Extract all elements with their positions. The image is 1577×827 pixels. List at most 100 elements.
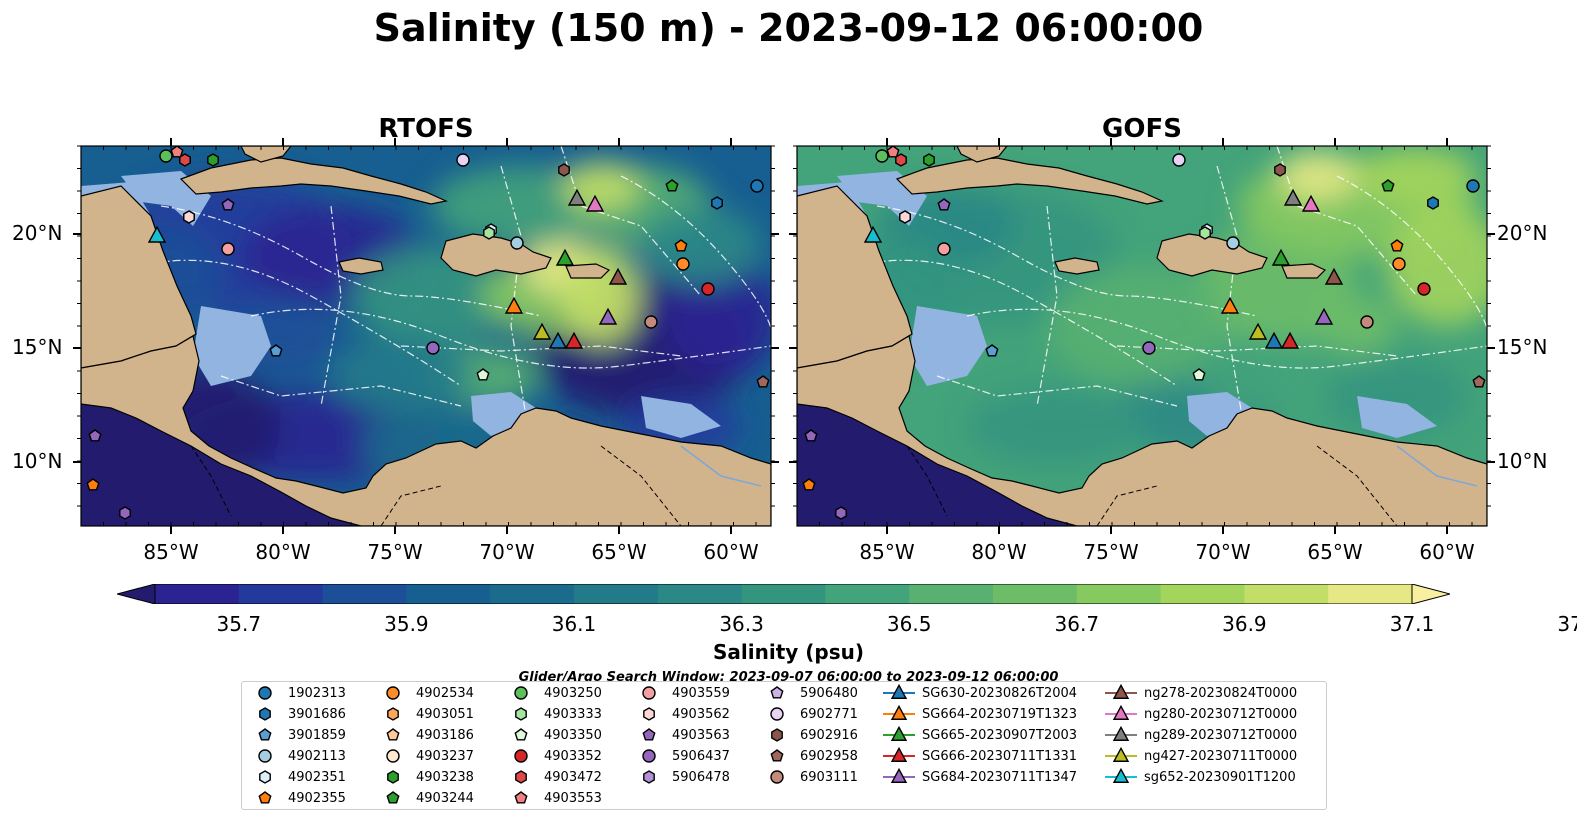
- legend-label: 4903238: [416, 769, 474, 785]
- platform-marker: [1392, 257, 1406, 271]
- legend-marker: [1112, 683, 1130, 699]
- legend-label: 4903352: [544, 748, 602, 764]
- legend-marker: [386, 728, 400, 741]
- legend-entry: SG666-20230711T1331: [882, 746, 1077, 766]
- legend-label: 4903186: [416, 727, 474, 743]
- legend-entry: 6902916: [760, 725, 858, 745]
- legend-marker: [1112, 725, 1130, 741]
- legend-marker: [890, 704, 908, 720]
- platform-marker: [159, 149, 173, 163]
- hexagon-marker-icon: [515, 707, 527, 721]
- legend-label: SG666-20230711T1331: [922, 748, 1078, 764]
- legend-label: 4903559: [672, 685, 730, 701]
- platform-marker: [875, 149, 889, 163]
- y-tick-label-left: 10°N: [12, 449, 63, 473]
- platform-marker: [802, 478, 816, 491]
- pentagon-marker-icon: [642, 728, 656, 741]
- platform-marker: [1172, 153, 1186, 167]
- colorbar-tick-label: 36.9: [1222, 612, 1267, 636]
- legend-marker: [890, 767, 908, 783]
- colorbar-tick-label: 35.7: [216, 612, 262, 636]
- legend-marker: [1112, 767, 1130, 783]
- x-tick-label: 70°W: [1195, 540, 1251, 564]
- colorbar-tick-label: 36.5: [886, 612, 932, 636]
- legend-marker: [514, 749, 528, 763]
- legend-marker: [770, 770, 784, 784]
- platform-marker: [1274, 163, 1286, 177]
- legend-label: 4902113: [288, 748, 346, 764]
- pentagon-marker-icon: [770, 749, 784, 762]
- platform-marker: [1199, 226, 1211, 240]
- x-tick-label: 85°W: [143, 540, 199, 564]
- legend-entry: sg652-20230901T1200: [1104, 767, 1296, 787]
- legend-marker: [258, 686, 272, 700]
- platform-marker: [937, 198, 951, 211]
- colorbar: [117, 584, 1450, 604]
- hexagon-marker-icon: [643, 707, 655, 721]
- legend-entry: 4903472: [504, 767, 602, 787]
- platform-marker: [1427, 196, 1439, 210]
- circle-marker-icon: [770, 707, 784, 721]
- legend-entry: 4903350: [504, 725, 602, 745]
- legend-label: 6902771: [800, 706, 858, 722]
- legend-marker: [890, 683, 908, 699]
- platform-marker: [750, 179, 764, 193]
- hexagon-marker-icon: [387, 770, 399, 784]
- hexagon-marker-icon: [259, 770, 271, 784]
- legend-entry: ng280-20230712T0000: [1104, 704, 1297, 724]
- x-tick-label: 80°W: [255, 540, 311, 564]
- hexagon-marker-icon: [387, 707, 399, 721]
- legend-label: SG664-20230719T1323: [922, 706, 1078, 722]
- legend-label: 3901686: [288, 706, 346, 722]
- legend-marker: [387, 770, 399, 784]
- colorbar-tick-label: 36.3: [719, 612, 764, 636]
- legend-marker: [771, 728, 783, 742]
- legend-entry: 1902313: [248, 683, 346, 703]
- legend-marker: [642, 686, 656, 700]
- platform-marker: [564, 331, 584, 349]
- legend-entry: 4902113: [248, 746, 346, 766]
- triangle-marker-icon: [883, 746, 915, 762]
- platform-marker: [598, 307, 618, 325]
- platform-marker: [510, 236, 524, 250]
- legend-label: 4902534: [416, 685, 474, 701]
- platform-marker: [221, 198, 235, 211]
- legend-entry: 4903237: [376, 746, 474, 766]
- platform-marker: [937, 242, 951, 256]
- legend-entry: 6902958: [760, 746, 858, 766]
- legend-entry: 3901686: [248, 704, 346, 724]
- legend-marker: [258, 749, 272, 763]
- legend-label: 5906437: [672, 748, 730, 764]
- legend-label: 4903244: [416, 790, 474, 806]
- legend-label: 4903563: [672, 727, 730, 743]
- rtofs-salinity-map: [73, 138, 779, 534]
- platform-marker: [835, 506, 847, 520]
- platform-marker: [183, 210, 195, 224]
- hexagon-marker-icon: [643, 770, 655, 784]
- legend-marker: [1112, 746, 1130, 762]
- legend-entry: 4902351: [248, 767, 346, 787]
- platform-marker: [1417, 282, 1431, 296]
- platform-marker: [476, 368, 490, 381]
- legend-label: 4903051: [416, 706, 474, 722]
- platform-marker: [147, 225, 167, 243]
- legend-label: 4902351: [288, 769, 346, 785]
- figure-title: Salinity (150 m) - 2023-09-12 06:00:00: [373, 6, 1204, 50]
- legend-marker: [890, 725, 908, 741]
- platform-marker: [119, 506, 131, 520]
- legend-marker: [890, 746, 908, 762]
- legend-label: 1902313: [288, 685, 346, 701]
- platform-marker: [532, 322, 552, 340]
- circle-marker-icon: [386, 749, 400, 763]
- colorbar-tick-label: 37.1: [1389, 612, 1435, 636]
- platform-marker: [1472, 375, 1486, 388]
- x-tick-label: 60°W: [1419, 540, 1475, 564]
- platform-marker: [1301, 194, 1321, 212]
- legend-entry: ng427-20230711T0000: [1104, 746, 1297, 766]
- legend-marker: [770, 707, 784, 721]
- y-tick-label-left: 20°N: [12, 221, 63, 245]
- circle-marker-icon: [770, 770, 784, 784]
- platform-marker: [1390, 239, 1404, 252]
- hexagon-marker-icon: [259, 707, 271, 721]
- legend-entry: SG684-20230711T1347: [882, 767, 1077, 787]
